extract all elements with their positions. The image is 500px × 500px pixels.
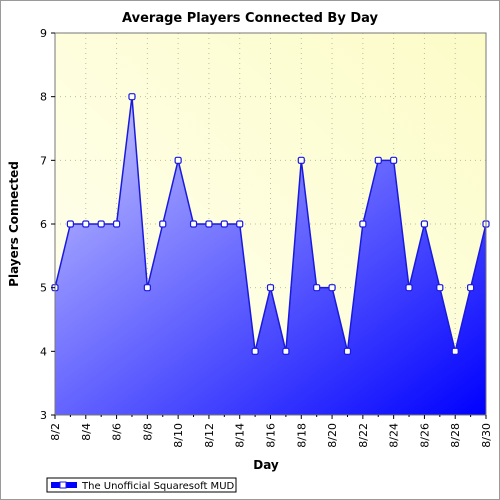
data-point [328,284,336,292]
data-point [405,284,413,292]
data-point [82,220,90,228]
y-axis-label: Players Connected [7,161,21,287]
legend-label: The Unofficial Squaresoft MUD [81,481,235,492]
chart-title: Average Players Connected By Day [122,11,378,26]
x-tick-label: 8/20 [326,423,339,448]
y-tick-label: 9 [40,27,47,40]
data-point [374,156,382,164]
x-tick-label: 8/4 [80,423,93,441]
x-tick-label: 8/16 [265,423,278,448]
data-point [189,220,198,228]
y-tick-label: 5 [40,282,47,295]
data-point [313,284,321,292]
x-tick-label: 8/26 [418,423,431,448]
data-point [66,220,74,228]
data-point [220,220,228,228]
data-point [282,347,290,355]
data-point [112,220,121,228]
x-tick-label: 8/10 [172,423,185,448]
data-point [390,156,398,164]
x-tick-label: 8/14 [234,423,247,448]
x-tick-label: 8/12 [203,423,216,448]
data-point [451,347,459,355]
x-tick-label: 8/30 [480,423,493,448]
x-axis-ticks: 8/2 8/4 8/6 8/8 8/10 8/12 8/14 8/16 8/18 8/20 8/22… [49,415,493,448]
data-point [297,156,305,164]
data-point [359,220,367,228]
y-tick-label: 8 [40,91,47,104]
y-tick-label: 4 [40,345,47,358]
y-tick-label: 3 [40,409,47,422]
data-point [143,284,151,292]
data-point [420,220,429,228]
x-tick-label: 8/6 [111,423,124,441]
data-point [128,93,136,101]
data-point [343,347,352,355]
y-tick-label: 7 [40,154,47,167]
y-axis-ticks: 3 4 5 6 7 8 9 [40,27,55,422]
legend: The Unofficial Squaresoft MUD [46,477,237,493]
x-tick-label: 8/8 [141,423,154,441]
legend-marker [59,481,67,489]
legend-box [46,477,237,493]
data-point [266,284,275,292]
y-tick-label: 6 [40,218,47,231]
data-point [174,156,182,164]
x-tick-label: 8/24 [388,423,401,448]
data-point [236,220,244,228]
series-area [55,96,486,416]
data-point [467,284,475,292]
x-axis-label: Day [253,458,279,472]
data-point [205,220,213,228]
x-tick-label: 8/2 [49,423,62,441]
x-tick-label: 8/28 [449,423,462,448]
data-point [159,220,167,228]
x-tick-label: 8/18 [295,423,308,448]
x-tick-label: 8/22 [357,423,370,448]
data-point [251,347,259,355]
data-point [97,220,105,228]
data-point [436,284,444,292]
